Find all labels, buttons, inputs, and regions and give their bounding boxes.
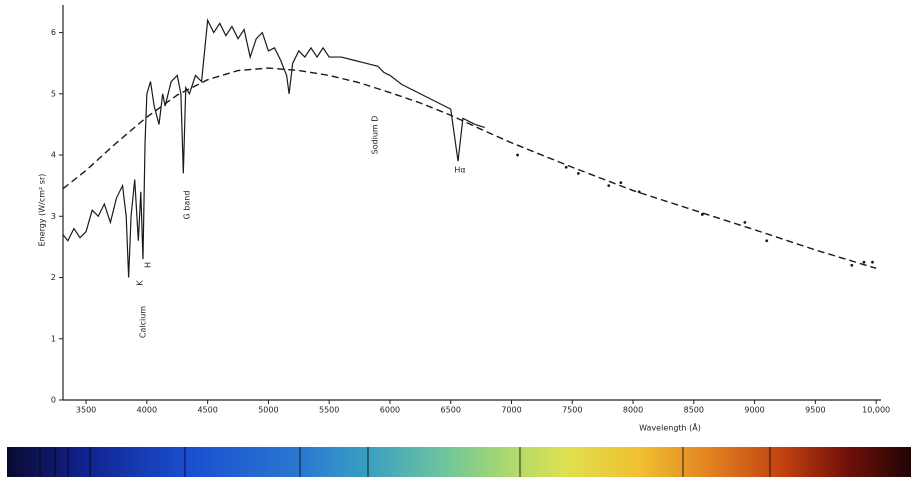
data-point — [850, 263, 854, 267]
data-point — [743, 221, 747, 224]
data-point — [700, 213, 704, 216]
annotation: Sodium D — [371, 116, 380, 155]
x-tick-label: 7500 — [562, 406, 582, 415]
data-point — [619, 181, 623, 184]
annotation: G band — [183, 191, 192, 220]
data-point — [564, 165, 568, 169]
annotation: Hα — [454, 166, 465, 175]
data-point — [871, 260, 874, 264]
annotation: K — [136, 280, 145, 286]
y-axis-label: Energy (W/cm² sr) — [38, 174, 47, 247]
y-tick-label: 5 — [51, 89, 56, 98]
x-tick-label: 7000 — [501, 406, 521, 415]
data-point — [637, 190, 641, 194]
x-tick-label: 5500 — [319, 406, 339, 415]
x-tick-label: 8000 — [623, 406, 643, 415]
annotation: H — [144, 262, 153, 268]
data-point — [862, 260, 866, 264]
x-tick-label: 6500 — [441, 406, 461, 415]
y-tick-label: 3 — [51, 212, 56, 221]
data-point — [576, 172, 580, 175]
x-tick-label: 9500 — [805, 406, 825, 415]
y-tick-label: 2 — [51, 273, 56, 282]
spectrum-line — [62, 18, 485, 278]
data-point — [516, 153, 519, 157]
x-tick-label: 8500 — [684, 406, 704, 415]
x-tick-label: 4000 — [137, 406, 157, 415]
spectrum-strip — [7, 447, 911, 477]
x-tick-label: 5000 — [258, 406, 278, 415]
data-point — [765, 239, 769, 243]
x-tick-label: 6000 — [380, 406, 400, 415]
data-point — [607, 184, 611, 188]
x-tick-label: 3500 — [76, 406, 96, 415]
x-axis-label: Wavelength (Å) — [639, 422, 701, 433]
x-tick-label: 10,000 — [862, 406, 890, 415]
y-tick-label: 6 — [51, 28, 56, 37]
y-tick-label: 1 — [51, 334, 56, 343]
x-tick-label: 9000 — [744, 406, 764, 415]
y-tick-label: 0 — [51, 396, 56, 405]
x-tick-label: 4500 — [197, 406, 217, 415]
y-tick-label: 4 — [51, 151, 56, 160]
model-curve — [62, 67, 877, 270]
annotation: Calcium — [139, 306, 148, 338]
